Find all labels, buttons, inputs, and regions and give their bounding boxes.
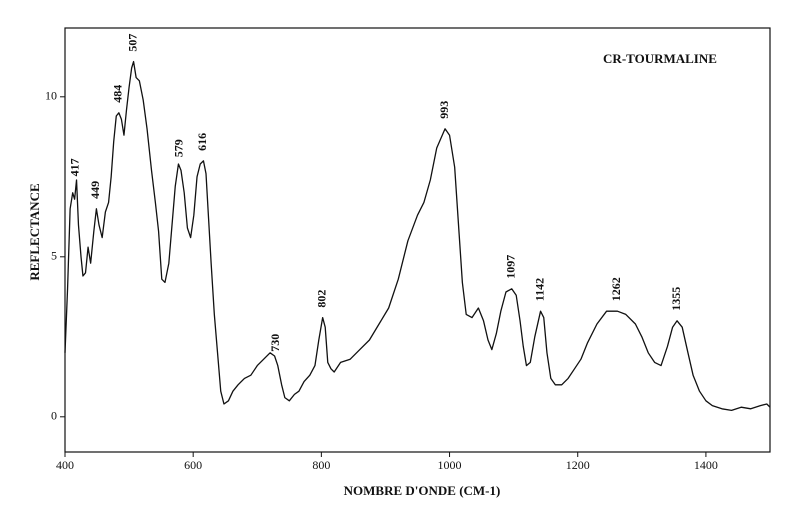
peak-label: 417 <box>68 158 82 176</box>
plot-frame <box>64 27 771 453</box>
spectrum-line <box>64 60 771 412</box>
peak-label: 507 <box>125 34 139 52</box>
chart-title: CR-TOURMALINE <box>603 51 717 66</box>
peak-label: 1262 <box>609 277 623 301</box>
peak-label: 616 <box>195 133 209 151</box>
y-axis-label: REFLECTANCE <box>27 183 42 280</box>
x-tick-label: 600 <box>184 458 202 472</box>
x-tick-label: 1200 <box>566 458 590 472</box>
y-tick-label: 5 <box>51 249 57 263</box>
peak-label: 802 <box>314 290 328 308</box>
peak-label: 484 <box>111 85 125 103</box>
peak-label: 579 <box>171 139 185 157</box>
peak-label: 1355 <box>669 287 683 311</box>
x-tick-label: 400 <box>56 458 74 472</box>
x-tick-label: 1000 <box>438 458 462 472</box>
x-tick-label: 800 <box>312 458 330 472</box>
x-tick-label: 1400 <box>694 458 718 472</box>
x-axis-label: NOMBRE D'ONDE (CM-1) <box>344 483 501 498</box>
peak-label: 1142 <box>532 278 546 301</box>
peak-label: 449 <box>88 181 102 199</box>
y-tick-label: 0 <box>51 409 57 423</box>
y-tick-label: 10 <box>45 89 57 103</box>
peak-label: 993 <box>437 101 451 119</box>
peak-label: 730 <box>268 334 282 352</box>
peak-label: 1097 <box>503 255 517 279</box>
